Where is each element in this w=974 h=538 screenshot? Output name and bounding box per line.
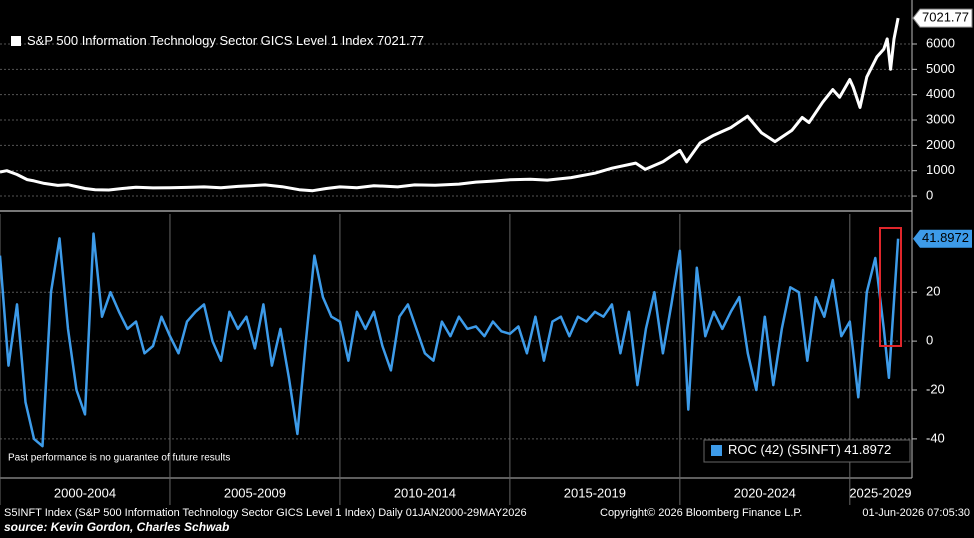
footer-description: S5INFT Index (S&P 500 Information Techno… (4, 507, 527, 519)
legend-name: S&P 500 Information Technology Sector GI… (27, 33, 374, 48)
y-tick-label: 1000 (926, 162, 955, 177)
value-label: 41.8972 (922, 230, 969, 245)
value-label: 7021.77 (922, 10, 969, 25)
legend-text: ROC (42) (S5INFT) 41.8972 (728, 442, 891, 457)
y-tick-label: 3000 (926, 111, 955, 126)
x-tick-label: 2015-2019 (564, 485, 626, 500)
legend-swatch (11, 36, 21, 46)
y-tick-label: 0 (926, 187, 933, 202)
disclaimer: Past performance is no guarantee of futu… (8, 453, 230, 464)
x-tick-label: 2000-2004 (54, 485, 116, 500)
y-tick-label: 5000 (926, 61, 955, 76)
x-tick-label: 2010-2014 (394, 485, 456, 500)
legend-value: 7021.77 (377, 33, 424, 48)
y-tick-label: 20 (926, 284, 940, 299)
y-tick-label: 2000 (926, 137, 955, 152)
y-tick-label: -20 (926, 381, 945, 396)
y-tick-label: 4000 (926, 86, 955, 101)
x-tick-label: 2025-2029 (849, 485, 911, 500)
legend-value: 41.8972 (844, 442, 891, 457)
source: source: Kevin Gordon, Charles Schwab (4, 520, 229, 534)
legend-swatch (711, 445, 722, 456)
value-box (913, 229, 972, 248)
y-tick-label: -40 (926, 430, 945, 445)
y-tick-label: 0 (926, 333, 933, 348)
footer-timestamp: 01-Jun-2026 07:05:30 (862, 507, 970, 519)
legend-box (703, 439, 911, 463)
x-tick-label: 2020-2024 (734, 485, 796, 500)
line (0, 232, 900, 448)
y-tick-label: 6000 (926, 35, 955, 50)
value-box (912, 8, 973, 28)
footer-copyright: Copyright© 2026 Bloomberg Finance L.P. (600, 507, 802, 519)
x-tick-label: 2005-2009 (224, 485, 286, 500)
legend-text: S&P 500 Information Technology Sector GI… (27, 33, 424, 48)
line (0, 17, 900, 193)
legend-name: ROC (42) (S5INFT) (728, 442, 841, 457)
highlight-box (879, 227, 902, 347)
